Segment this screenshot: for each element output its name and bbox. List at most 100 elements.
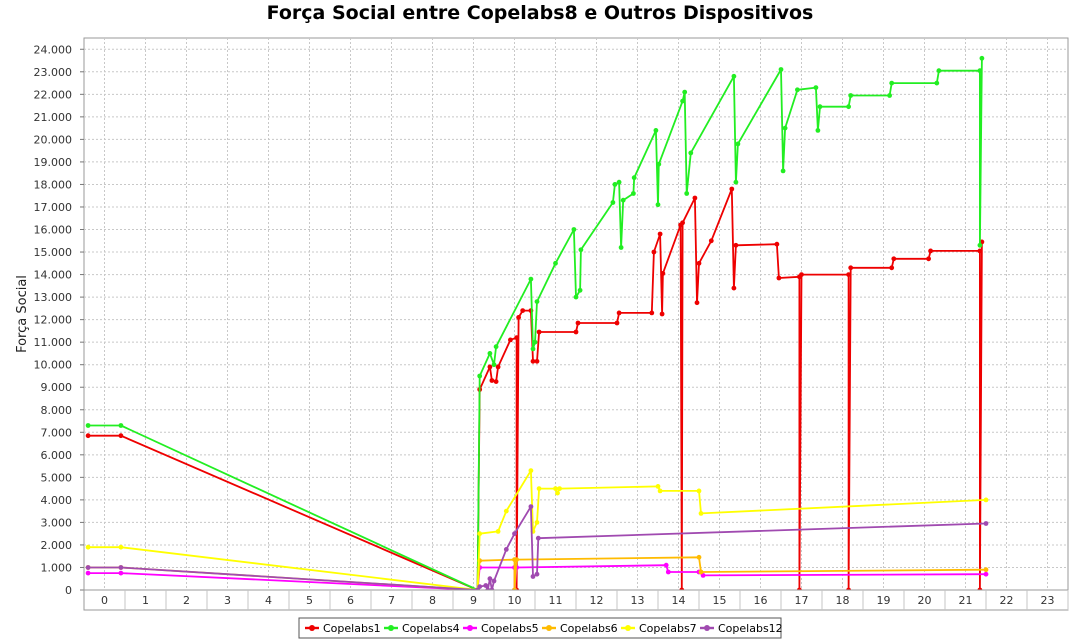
data-point — [557, 486, 562, 491]
data-point — [520, 308, 526, 313]
y-tick-label: 11.000 — [34, 336, 73, 349]
data-point — [553, 486, 558, 491]
data-point — [118, 423, 124, 428]
data-point — [535, 535, 541, 541]
x-tick-label: 19 — [877, 594, 891, 607]
data-point — [977, 68, 983, 74]
data-point — [477, 584, 483, 589]
data-point — [983, 567, 989, 573]
data-point — [534, 571, 540, 577]
x-tick-label: 6 — [347, 594, 354, 607]
data-point — [665, 569, 671, 575]
data-point — [682, 89, 688, 95]
data-point — [780, 168, 786, 174]
y-tick-label: 17.000 — [34, 201, 73, 214]
x-tick-label: 15 — [713, 594, 727, 607]
data-point — [85, 423, 91, 428]
data-point — [118, 570, 124, 576]
data-point — [692, 195, 698, 201]
data-point — [696, 488, 702, 494]
data-point — [696, 554, 702, 560]
data-point — [487, 576, 493, 582]
y-tick-label: 22.000 — [34, 88, 73, 101]
data-point — [694, 300, 700, 306]
legend-marker — [704, 625, 710, 631]
y-tick-label: 8.000 — [41, 404, 73, 417]
data-point — [528, 468, 534, 473]
legend-label: Copelabs7 — [639, 622, 697, 635]
data-point — [575, 320, 581, 326]
legend-marker — [309, 625, 315, 631]
data-point — [495, 364, 501, 370]
data-point — [977, 242, 983, 248]
data-point — [729, 186, 735, 192]
data-point — [508, 337, 513, 343]
data-point — [530, 346, 536, 352]
legend-label: Copelabs12 — [718, 622, 783, 635]
data-point — [708, 238, 714, 244]
plot-area — [83, 37, 1069, 591]
x-tick-label: 23 — [1041, 594, 1055, 607]
data-point — [530, 574, 536, 579]
x-tick-label: 20 — [918, 594, 932, 607]
data-point — [688, 150, 694, 156]
data-point — [536, 486, 542, 491]
data-point — [660, 271, 666, 276]
data-point — [657, 231, 663, 237]
series-line-copelabs7 — [88, 469, 987, 591]
data-point — [680, 220, 685, 226]
x-tick-label: 18 — [836, 594, 850, 607]
data-point — [555, 490, 560, 496]
data-point — [934, 80, 940, 86]
y-tick-label: 16.000 — [34, 224, 73, 237]
data-point — [977, 248, 983, 254]
data-point — [815, 127, 821, 133]
data-point — [655, 202, 661, 208]
y-tick-label: 2.000 — [41, 539, 73, 552]
x-tick-label: 4 — [265, 594, 272, 607]
x-tick-label: 2 — [183, 594, 190, 607]
data-point — [684, 191, 690, 196]
data-point — [848, 265, 854, 271]
data-point — [735, 141, 741, 147]
data-point — [618, 245, 624, 250]
data-point — [651, 249, 657, 255]
y-tick-label: 13.000 — [34, 291, 73, 304]
data-point — [493, 344, 499, 350]
data-point — [620, 197, 626, 203]
y-tick-label: 15.000 — [34, 246, 73, 259]
data-point — [926, 256, 931, 262]
data-point — [534, 299, 540, 304]
data-point — [493, 379, 499, 384]
y-tick-label: 3.000 — [41, 516, 73, 529]
data-point — [731, 73, 737, 79]
data-point — [483, 583, 489, 588]
x-tick-label: 7 — [388, 594, 395, 607]
y-tick-label: 5.000 — [41, 471, 73, 484]
data-point — [614, 320, 620, 326]
data-point — [778, 67, 784, 72]
data-point — [553, 260, 558, 266]
y-tick-label: 18.000 — [34, 178, 73, 191]
data-point — [731, 285, 737, 291]
data-point — [680, 98, 685, 104]
data-point — [118, 544, 124, 550]
x-tick-label: 5 — [306, 594, 313, 607]
y-tick-label: 19.000 — [34, 156, 73, 169]
legend-marker — [388, 625, 394, 631]
data-point — [698, 569, 704, 575]
data-point — [536, 329, 542, 335]
y-tick-label: 10.000 — [34, 359, 73, 372]
data-point — [983, 571, 989, 577]
data-point — [514, 557, 519, 562]
data-point — [514, 335, 519, 341]
y-tick-label: 0 — [65, 584, 72, 597]
data-point — [983, 497, 989, 503]
data-point — [616, 179, 622, 185]
data-point — [477, 531, 483, 537]
data-point — [979, 55, 985, 61]
y-tick-label: 4.000 — [41, 494, 73, 507]
data-point — [491, 362, 497, 368]
y-tick-label: 24.000 — [34, 43, 73, 56]
